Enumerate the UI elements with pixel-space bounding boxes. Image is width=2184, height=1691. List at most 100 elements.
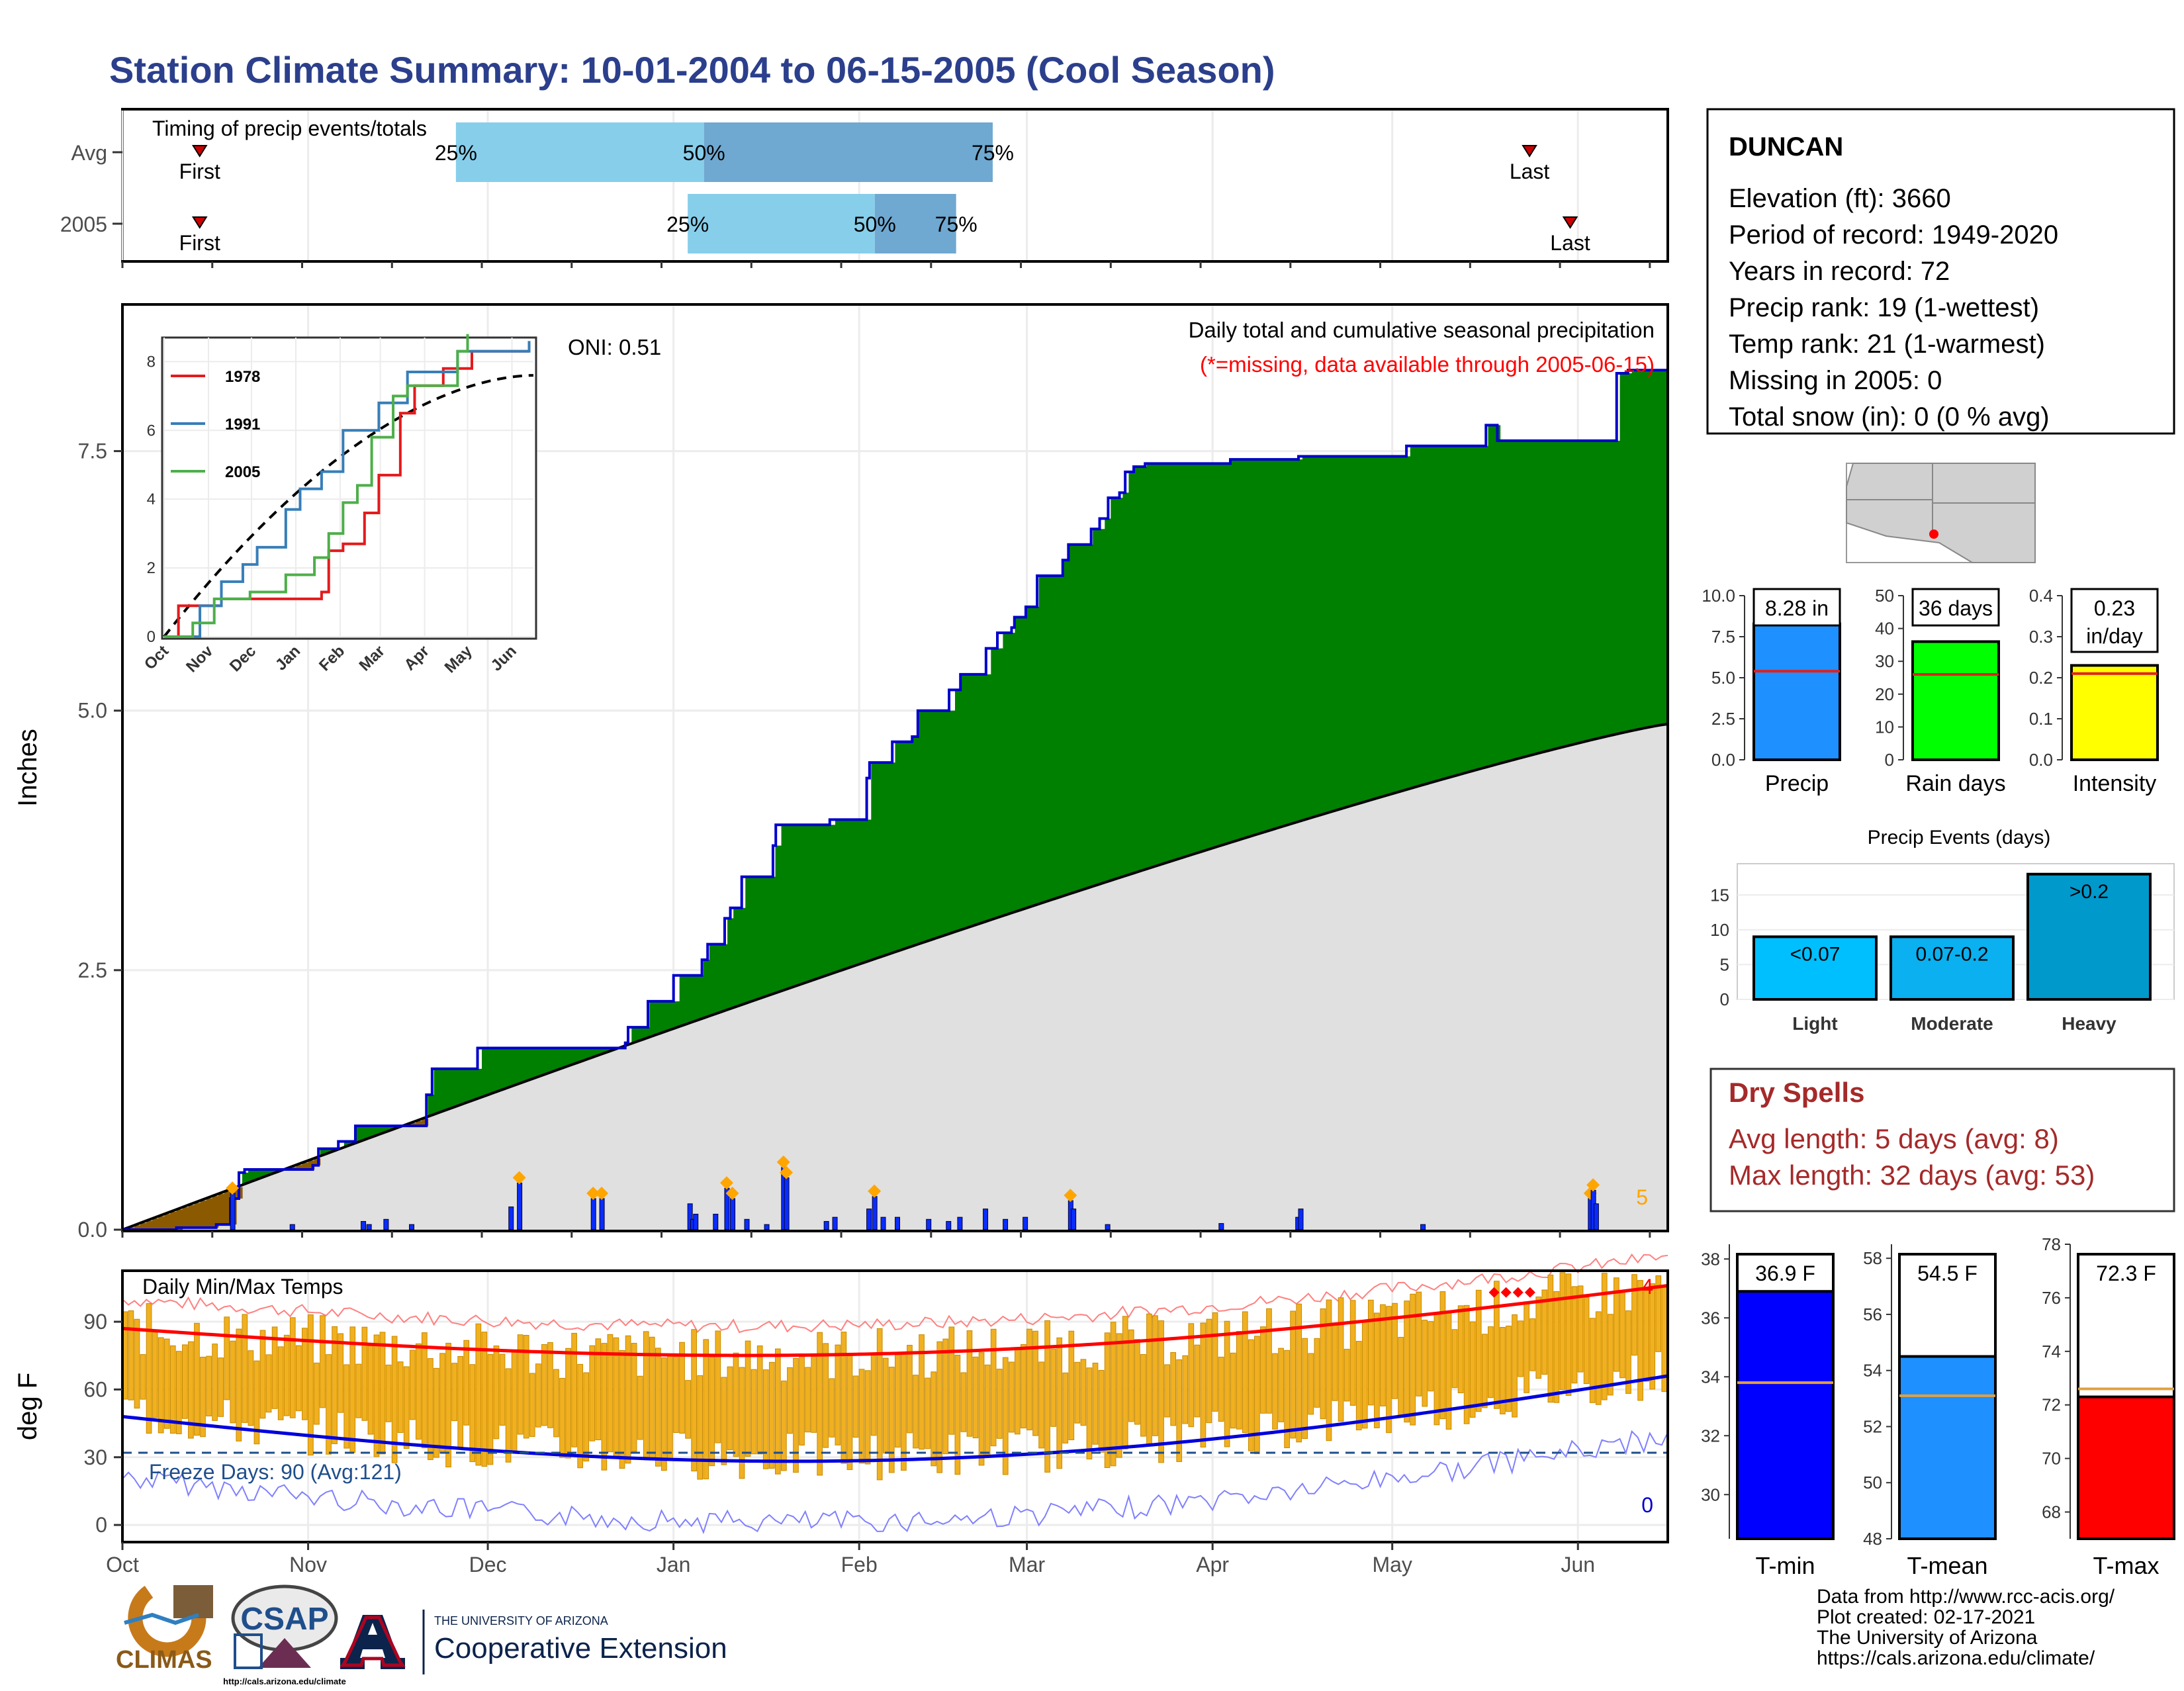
daily-temp-bar xyxy=(128,1310,134,1400)
record-low-count: 0 xyxy=(1641,1493,1653,1517)
daily-temp-bar xyxy=(1326,1300,1332,1441)
daily-temp-bar xyxy=(1159,1321,1164,1463)
above-average-fill xyxy=(1201,463,1207,852)
above-average-fill xyxy=(649,1001,656,1037)
above-average-fill xyxy=(1644,370,1651,728)
above-average-fill xyxy=(1428,446,1435,784)
daily-temp-bar xyxy=(542,1344,547,1425)
above-average-fill xyxy=(1381,456,1387,797)
temp-summary-value-label: 36.9 F xyxy=(1755,1261,1815,1285)
above-average-fill xyxy=(1267,459,1273,831)
temp-summary-y-tick-label: 56 xyxy=(1863,1304,1882,1324)
above-average-fill xyxy=(1362,456,1369,802)
above-average-fill xyxy=(1069,545,1075,894)
ua-extension-text: Cooperative Extension xyxy=(434,1632,727,1665)
above-average-fill xyxy=(518,1048,524,1084)
above-average-fill xyxy=(859,819,866,964)
above-average-fill xyxy=(1021,617,1028,910)
daily-temp-bar xyxy=(236,1329,242,1441)
daily-temp-bar xyxy=(554,1369,559,1437)
daily-temp-bar xyxy=(1608,1314,1613,1395)
daily-temp-bar xyxy=(266,1355,271,1412)
timing-row-label: Avg xyxy=(71,141,107,165)
above-average-fill xyxy=(1105,519,1111,883)
daily-temp-bar xyxy=(1548,1275,1553,1402)
above-average-fill xyxy=(961,674,968,930)
summary-y-tick-label: 7.5 xyxy=(1711,627,1735,647)
daily-temp-bar xyxy=(1632,1275,1637,1355)
summary-y-tick-label: 0.0 xyxy=(2029,750,2053,770)
daily-temp-bar xyxy=(853,1376,858,1438)
daily-temp-bar xyxy=(1171,1353,1176,1426)
temp-y-tick-label: 30 xyxy=(83,1445,107,1469)
month-tick-label: Apr xyxy=(1196,1553,1229,1577)
daily-precip-bar xyxy=(946,1221,951,1230)
above-average-fill xyxy=(1368,456,1375,800)
summary-y-tick-label: 50 xyxy=(1875,586,1894,606)
above-average-fill xyxy=(470,1069,477,1101)
daily-temp-bar xyxy=(1189,1324,1194,1427)
daily-temp-bar xyxy=(1201,1323,1206,1447)
daily-precip-bar xyxy=(784,1178,789,1230)
daily-precip-bar xyxy=(1003,1219,1008,1230)
above-average-fill xyxy=(1626,373,1633,732)
daily-temp-bar xyxy=(386,1365,391,1422)
daily-temp-bar xyxy=(452,1363,457,1421)
inset-legend-label: 2005 xyxy=(225,463,260,481)
temp-summary-y-tick-label: 72 xyxy=(2042,1395,2061,1415)
above-average-fill xyxy=(889,762,895,954)
above-average-fill xyxy=(1189,463,1195,855)
daily-precip-bar xyxy=(367,1224,371,1230)
above-average-fill xyxy=(997,649,1003,918)
above-average-fill xyxy=(1344,456,1351,807)
month-tick-label: Feb xyxy=(841,1553,878,1577)
above-average-fill xyxy=(721,944,728,1012)
daily-temp-bar xyxy=(1440,1292,1445,1419)
daily-temp-bar xyxy=(692,1330,697,1471)
above-average-fill xyxy=(763,877,770,997)
temp-summary-name: T-mean xyxy=(1907,1552,1987,1579)
daily-temp-bar xyxy=(925,1378,931,1449)
summary-y-tick-label: 10.0 xyxy=(1702,586,1735,606)
below-average-fill xyxy=(206,1199,213,1228)
daily-precip-bar xyxy=(824,1221,829,1230)
above-average-fill xyxy=(692,976,698,1023)
above-average-fill xyxy=(1440,446,1447,780)
timing-row-label: 2005 xyxy=(60,212,107,236)
above-average-fill xyxy=(1242,459,1249,839)
above-average-fill xyxy=(841,819,848,970)
above-average-fill xyxy=(1057,576,1064,898)
above-average-fill xyxy=(751,877,758,1001)
daily-temp-bar xyxy=(1009,1362,1014,1432)
above-average-fill xyxy=(1297,459,1303,822)
summary-y-tick-label: 0 xyxy=(1885,750,1894,770)
daily-temp-bar xyxy=(1428,1322,1433,1391)
daily-temp-bar xyxy=(871,1353,876,1436)
dry-spells-max: Max length: 32 days (avg: 53) xyxy=(1729,1160,2095,1191)
timing-last-label: Last xyxy=(1550,231,1590,255)
daily-temp-bar xyxy=(733,1353,739,1456)
above-average-fill xyxy=(1003,633,1009,916)
dry-spells-avg: Avg length: 5 days (avg: 8) xyxy=(1729,1123,2059,1154)
daily-temp-bar xyxy=(230,1341,236,1423)
daily-temp-bar xyxy=(572,1333,577,1447)
daily-temp-bar xyxy=(560,1378,565,1457)
above-average-fill xyxy=(757,877,764,999)
daily-precip-bar xyxy=(983,1209,988,1230)
daily-temp-bar xyxy=(134,1319,140,1408)
daily-temp-bar xyxy=(895,1355,901,1447)
precip-events-title: Precip Events (days) xyxy=(1868,827,2051,848)
daily-precip-bar xyxy=(1298,1209,1303,1230)
daily-temp-bar xyxy=(158,1338,163,1433)
daily-temp-bar xyxy=(1302,1338,1308,1438)
daily-temp-bar xyxy=(1267,1308,1272,1413)
daily-temp-bar xyxy=(1362,1320,1367,1428)
above-average-fill xyxy=(1183,463,1189,857)
inset-y-tick-label: 2 xyxy=(147,559,156,577)
daily-temp-bar xyxy=(140,1355,146,1400)
daily-temp-bar xyxy=(1356,1342,1361,1430)
daily-temp-bar xyxy=(164,1339,169,1428)
